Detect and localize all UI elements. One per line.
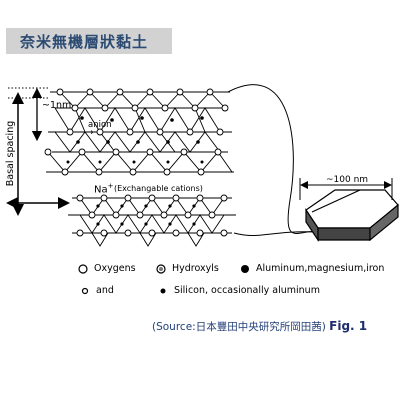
page-title: 奈米無機層狀黏土	[20, 33, 149, 51]
silicon-symbol-icon	[160, 288, 166, 293]
hydroxyl-symbol-icon	[156, 263, 166, 274]
figure-label: Fig. 1	[329, 319, 368, 333]
sodium-label: Na+	[94, 182, 114, 196]
one-nm-label: ~1nm	[42, 100, 72, 111]
anion-arrow-glyph: →	[86, 128, 94, 138]
source-caption: (Source:日本豐田中央研究所岡田茜) Fig. 1	[152, 319, 367, 334]
legend-and: and	[80, 285, 114, 296]
hundred-nm-dimension	[299, 178, 393, 200]
legend-oxygens: Oxygens	[78, 263, 136, 274]
lower-layer-cations	[96, 204, 196, 226]
hexagonal-platelet	[305, 189, 399, 242]
connector-curve-upper	[227, 84, 319, 234]
upper-layer-atoms	[44, 88, 229, 176]
oxygen-symbol-icon	[78, 263, 88, 274]
dotted-guides	[8, 87, 50, 99]
legend-silicon: Silicon, occasionally aluminum	[158, 285, 320, 296]
lower-layer-atoms	[76, 194, 228, 237]
anion-label: anion	[88, 120, 112, 130]
small-circle-symbol-icon	[81, 287, 89, 294]
lower-layer	[68, 197, 236, 247]
upper-layer-cations	[66, 116, 204, 164]
hundred-nm-label: ~100 nm	[326, 175, 369, 185]
source-text: (Source:日本豐田中央研究所岡田茜)	[152, 321, 326, 333]
upper-layer	[46, 91, 234, 173]
aluminum-symbol-icon	[241, 264, 249, 273]
connector-curve-lower	[233, 231, 319, 236]
title-banner: 奈米無機層狀黏土	[6, 28, 172, 54]
legend-hydroxyls: Hydroxyls	[156, 263, 219, 274]
legend-aluminum: Aluminum,magnesium,iron	[240, 263, 384, 274]
basal-spacing-label: Basal spacing	[5, 120, 17, 187]
exchangable-cations-label: (Exchangable cations)	[114, 184, 203, 193]
